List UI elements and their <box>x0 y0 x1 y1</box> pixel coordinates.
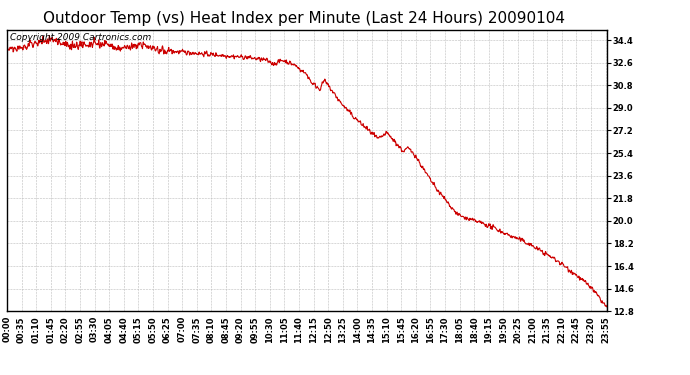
Text: Copyright 2009 Cartronics.com: Copyright 2009 Cartronics.com <box>10 33 151 42</box>
Text: Outdoor Temp (vs) Heat Index per Minute (Last 24 Hours) 20090104: Outdoor Temp (vs) Heat Index per Minute … <box>43 11 564 26</box>
